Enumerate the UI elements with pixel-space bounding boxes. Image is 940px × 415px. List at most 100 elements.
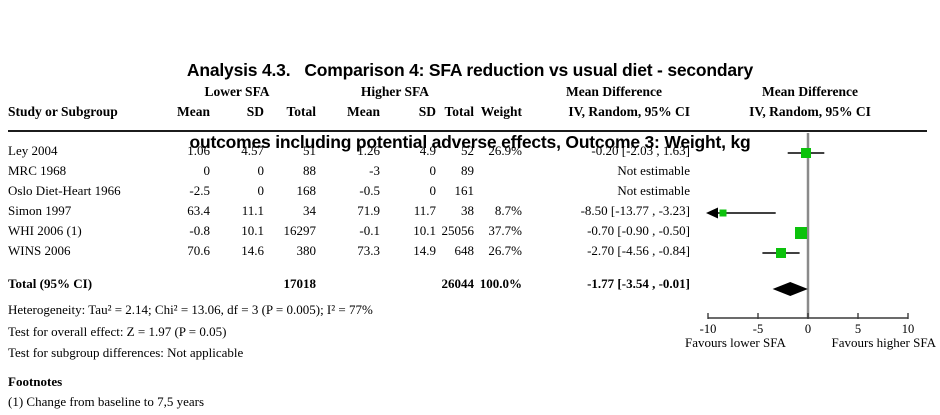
md-column-title: Mean Difference <box>565 84 663 99</box>
cell-mean1: 0 <box>203 163 211 178</box>
cell-empty <box>210 274 264 294</box>
axis-tick-label: 10 <box>902 322 915 336</box>
cell-md: -2.70 [-4.56 , -0.84] <box>587 243 690 258</box>
table-row: Simon 1997 63.4 11.1 34 71.9 11.7 38 8.7% -8.50 … <box>8 201 690 221</box>
cell-sd1: 10.1 <box>241 223 264 238</box>
axis-tick-label: -5 <box>753 322 763 336</box>
cell-total1: 34 <box>303 203 316 218</box>
cell-sd2: 0 <box>429 163 437 178</box>
col-header-sd-higher: SD <box>418 104 436 119</box>
cell-study: Simon 1997 <box>8 203 72 218</box>
title-line-1: Analysis 4.3. Comparison 4: SFA reductio… <box>186 60 754 80</box>
cell-total1: 168 <box>296 183 317 198</box>
cell-mean1: -2.5 <box>189 183 210 198</box>
cell-total2: 38 <box>461 203 474 218</box>
subgroup-test-text: Test for subgroup differences: Not appli… <box>8 345 244 360</box>
cell-md: Not estimable <box>617 163 690 178</box>
cell-total1: 51 <box>303 143 316 158</box>
cell-study: MRC 1968 <box>8 163 67 178</box>
cell-total1: 88 <box>303 163 316 178</box>
cell-sd2: 11.7 <box>413 203 436 218</box>
ci-arrow-left-icon <box>706 207 718 219</box>
favours-right-label: Favours higher SFA <box>832 335 937 350</box>
total-higher-n: 26044 <box>441 276 475 291</box>
total-md-ci: -1.77 [-3.54 , -0.01] <box>587 276 690 291</box>
cell-empty <box>380 274 436 294</box>
col-header-mean-lower: Mean <box>177 104 210 119</box>
cell-mean2: -0.5 <box>359 183 380 198</box>
header-divider <box>8 130 927 132</box>
cell-mean2: 73.3 <box>357 243 380 258</box>
effect-square <box>776 248 786 258</box>
cell-weight: 8.7% <box>494 203 522 218</box>
cell-mean2: 71.9 <box>357 203 380 218</box>
cell-weight: 26.9% <box>488 143 522 158</box>
axis-tick-label: 5 <box>855 322 861 336</box>
total-lower-n: 17018 <box>283 276 317 291</box>
cell-sd2: 14.9 <box>413 243 436 258</box>
total-label: Total (95% CI) <box>8 276 93 291</box>
axis-tick-label: 0 <box>805 322 811 336</box>
cell-mean1: -0.8 <box>189 223 210 238</box>
effect-square <box>801 148 811 158</box>
title-line-2: outcomes including potential adverse eff… <box>189 132 751 152</box>
cell-total2: 161 <box>454 183 475 198</box>
cell-sd1: 0 <box>257 183 265 198</box>
col-header-sd-lower: SD <box>246 104 264 119</box>
forest-plot: -10 -5 0 5 10 Favours lower SFA Favours higher… <box>685 133 937 350</box>
cell-study: WINS 2006 <box>8 243 71 258</box>
cell-sd2: 0 <box>429 183 437 198</box>
study-rows: Ley 2004 1.06 4.57 51 1.26 4.9 52 26.9% -0.20 [-… <box>8 141 690 261</box>
cell-mean1: 1.06 <box>187 143 210 158</box>
col-header-weight: Weight <box>480 104 522 119</box>
cell-total2: 648 <box>454 243 475 258</box>
footnote-item: (1) Change from baseline to 7,5 years <box>8 394 205 409</box>
cell-mean2: -0.1 <box>359 223 380 238</box>
cell-md: Not estimable <box>617 183 690 198</box>
cell-sd2: 10.1 <box>413 223 436 238</box>
col-header-ci-method: IV, Random, 95% CI <box>568 104 690 119</box>
table-row: MRC 1968 0 0 88 -3 0 89 Not estimable <box>8 161 690 181</box>
total-row: Total (95% CI) 17018 26044 100.0% -1.77 … <box>8 274 690 294</box>
cell-total2: 52 <box>461 143 474 158</box>
plot-method-header: IV, Random, 95% CI <box>749 104 871 119</box>
page-title: Analysis 4.3. Comparison 4: SFA reductio… <box>0 10 940 202</box>
group-header-lower-sfa: Lower SFA <box>204 84 270 99</box>
favours-left-label: Favours lower SFA <box>685 335 786 350</box>
axis-tick-label: -10 <box>700 322 717 336</box>
effect-square <box>795 227 807 239</box>
cell-md: -0.70 [-0.90 , -0.50] <box>587 223 690 238</box>
table-row: WINS 2006 70.6 14.6 380 73.3 14.9 648 26.7% -2.7… <box>8 241 690 261</box>
pooled-diamond <box>772 282 808 296</box>
overall-effect-text: Test for overall effect: Z = 1.97 (P = 0… <box>8 323 227 339</box>
cell-mean2: 1.26 <box>357 143 380 158</box>
cell-mean1: 63.4 <box>187 203 210 218</box>
cell-total1: 380 <box>296 243 317 258</box>
cell-empty <box>316 274 380 294</box>
cell-sd1: 4.57 <box>241 143 264 158</box>
cell-mean1: 70.6 <box>187 243 210 258</box>
col-header-mean-higher: Mean <box>347 104 380 119</box>
group-header-higher-sfa: Higher SFA <box>360 84 430 99</box>
plot-column-title: Mean Difference <box>761 84 859 99</box>
statistics-block: Heterogeneity: Tau² = 2.14; Chi² = 13.06… <box>8 299 373 364</box>
cell-sd1: 0 <box>257 163 265 178</box>
cell-md: -8.50 [-13.77 , -3.23] <box>580 203 690 218</box>
cell-study: WHI 2006 (1) <box>8 223 82 238</box>
cell-total2: 25056 <box>441 223 475 238</box>
cell-md: -0.20 [-2.03 , 1.63] <box>591 143 690 158</box>
heterogeneity-text: Heterogeneity: Tau² = 2.14; Chi² = 13.06… <box>8 302 373 317</box>
table-row: WHI 2006 (1) -0.8 10.1 16297 -0.1 10.1 25056 37… <box>8 221 690 241</box>
cell-study: Oslo Diet-Heart 1966 <box>8 183 121 198</box>
col-header-study: Study or Subgroup <box>8 104 118 119</box>
cell-mean2: -3 <box>369 163 380 178</box>
table-row: Ley 2004 1.06 4.57 51 1.26 4.9 52 26.9% -0.20 [-… <box>8 141 690 161</box>
cell-weight: 37.7% <box>488 223 522 238</box>
effect-square <box>719 209 727 217</box>
cell-weight: 26.7% <box>488 243 522 258</box>
total-weight: 100.0% <box>479 276 522 291</box>
cell-empty <box>158 274 210 294</box>
cell-sd1: 11.1 <box>241 203 264 218</box>
cell-total1: 16297 <box>283 223 317 238</box>
